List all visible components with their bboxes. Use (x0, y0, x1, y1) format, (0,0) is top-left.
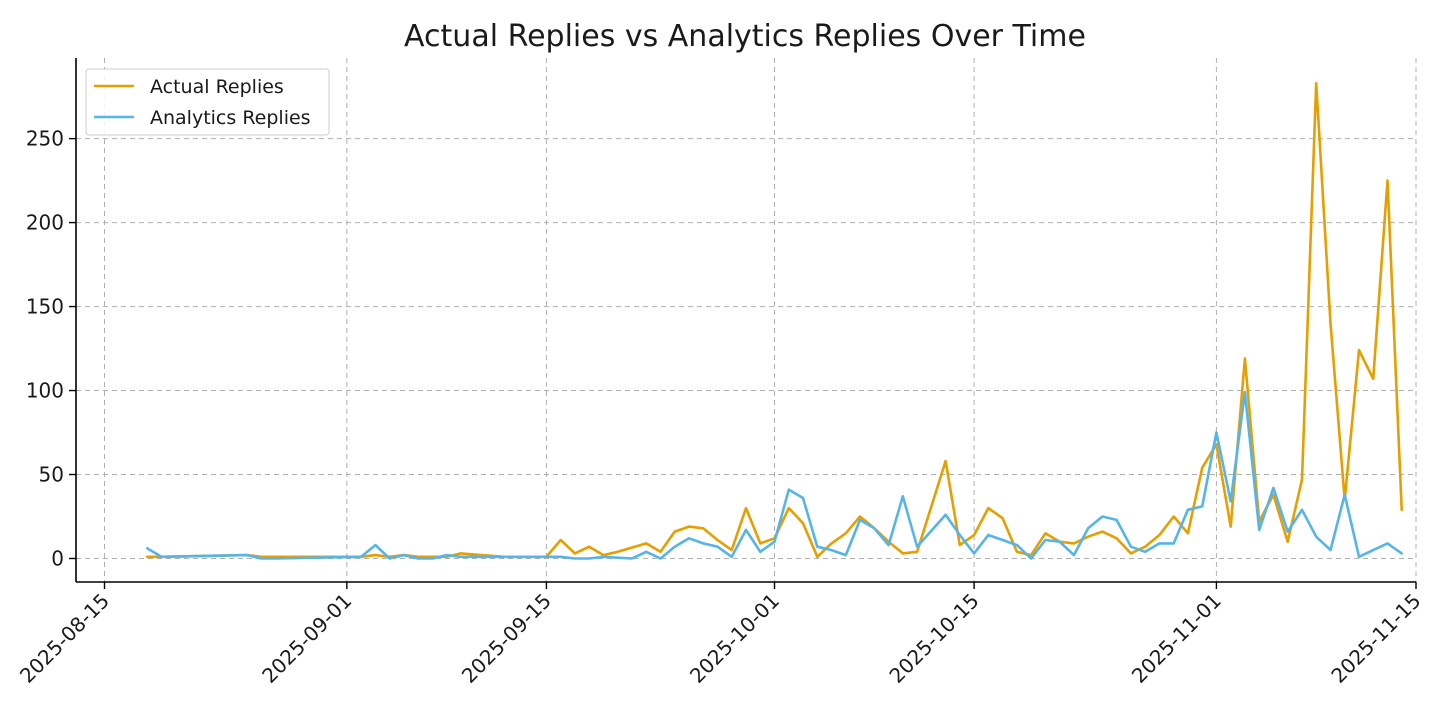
axes: 0 50 100 150 200 250 2025-08-15 2025-09-01 2025-… (15, 58, 1426, 688)
legend-label: Analytics Replies (150, 107, 311, 129)
x-tick-label: 2025-09-15 (457, 589, 556, 688)
x-tick-label: 2025-10-01 (685, 589, 784, 688)
y-tick-label: 0 (51, 546, 64, 570)
legend-label: Actual Replies (150, 76, 284, 98)
x-tick-label: 2025-08-15 (15, 589, 114, 688)
series-lines (146, 81, 1403, 560)
y-tick-label: 100 (26, 379, 64, 403)
y-tick-label: 200 (26, 211, 64, 235)
y-tick-label: 250 (26, 127, 64, 151)
y-tick-label: 50 (39, 463, 64, 487)
grid-lines (76, 58, 1417, 582)
legend-box (85, 68, 330, 136)
y-tick-label: 150 (26, 295, 64, 319)
legend: Actual Replies Analytics Replies (85, 68, 330, 136)
series-line-analytics-replies (146, 390, 1403, 560)
x-tick-label: 2025-10-15 (884, 589, 983, 688)
chart-title: Actual Replies vs Analytics Replies Over… (404, 19, 1086, 54)
x-tick-label: 2025-11-01 (1127, 589, 1226, 688)
x-tick-label: 2025-11-15 (1326, 589, 1425, 688)
x-tick-label: 2025-09-01 (257, 589, 356, 688)
